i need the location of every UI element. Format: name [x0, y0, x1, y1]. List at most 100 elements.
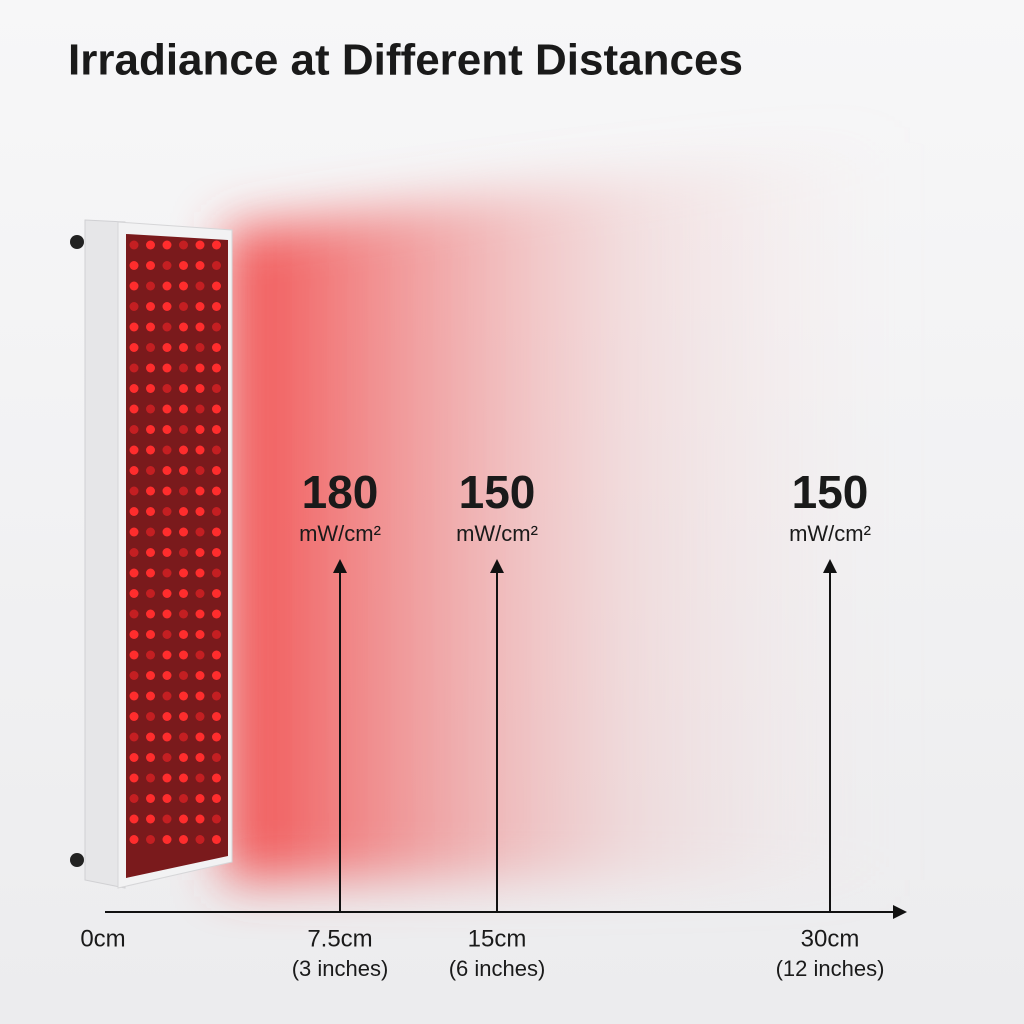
- led: [195, 589, 205, 598]
- led: [162, 425, 172, 434]
- led: [212, 835, 221, 844]
- led: [212, 322, 221, 332]
- led: [146, 302, 155, 311]
- irradiance-value: 150: [459, 466, 536, 518]
- led: [162, 466, 172, 475]
- led: [179, 322, 188, 332]
- led: [195, 732, 205, 742]
- measurements: 180 mW/cm² 7.5cm (3 inches) 150 mW/cm² 15cm (6 …: [292, 466, 885, 981]
- led: [212, 240, 221, 250]
- led: [179, 384, 188, 393]
- led: [162, 589, 172, 598]
- led: [179, 548, 188, 557]
- led: [195, 630, 205, 639]
- led: [195, 527, 205, 537]
- led: [146, 732, 155, 742]
- led: [129, 630, 139, 639]
- light-glow: [225, 140, 900, 880]
- led: [179, 732, 188, 742]
- irradiance-unit: mW/cm²: [299, 521, 381, 546]
- led: [129, 548, 139, 557]
- led: [195, 548, 205, 557]
- led: [195, 466, 205, 475]
- led: [146, 425, 155, 434]
- led: [162, 322, 172, 332]
- led: [146, 507, 155, 516]
- led: [146, 650, 155, 660]
- led: [129, 794, 139, 803]
- led: [129, 486, 139, 496]
- distance-label: 15cm: [468, 925, 527, 952]
- led: [179, 691, 188, 701]
- led: [162, 753, 172, 762]
- led: [162, 404, 172, 414]
- led: [179, 363, 188, 373]
- led: [212, 527, 221, 537]
- led: [195, 507, 205, 516]
- led: [146, 712, 155, 721]
- led: [146, 486, 155, 496]
- led: [179, 609, 188, 619]
- led: [195, 835, 205, 844]
- led: [162, 384, 172, 393]
- led: [179, 527, 188, 537]
- led: [146, 384, 155, 393]
- led: [162, 343, 172, 352]
- led: [162, 527, 172, 537]
- led: [212, 486, 221, 496]
- led: [162, 691, 172, 701]
- led: [129, 814, 139, 824]
- irradiance-unit: mW/cm²: [789, 521, 871, 546]
- led: [162, 630, 172, 639]
- distance-label: 7.5cm: [307, 925, 372, 952]
- led: [146, 322, 155, 332]
- led: [195, 814, 205, 824]
- led: [162, 548, 172, 557]
- led: [146, 527, 155, 537]
- led: [195, 240, 205, 250]
- led: [129, 650, 139, 660]
- led: [146, 814, 155, 824]
- led: [129, 773, 139, 783]
- led: [162, 712, 172, 721]
- led: [179, 240, 188, 250]
- led: [129, 466, 139, 475]
- led: [179, 589, 188, 598]
- led: [146, 630, 155, 639]
- led: [146, 753, 155, 762]
- led: [162, 568, 172, 578]
- led: [146, 671, 155, 680]
- led: [212, 691, 221, 701]
- led: [162, 261, 172, 270]
- led: [212, 650, 221, 660]
- led: [195, 650, 205, 660]
- led: [146, 691, 155, 701]
- led: [179, 404, 188, 414]
- led: [146, 568, 155, 578]
- led: [129, 712, 139, 721]
- led: [212, 589, 221, 598]
- led: [195, 691, 205, 701]
- led: [162, 671, 172, 680]
- led: [162, 609, 172, 619]
- distance-inches: (6 inches): [449, 956, 546, 981]
- led: [195, 712, 205, 721]
- led: [179, 445, 188, 455]
- led: [179, 753, 188, 762]
- led: [129, 568, 139, 578]
- led: [195, 486, 205, 496]
- led: [162, 445, 172, 455]
- led: [195, 609, 205, 619]
- led: [146, 589, 155, 598]
- led: [195, 794, 205, 803]
- led: [146, 548, 155, 557]
- led: [212, 425, 221, 434]
- led: [212, 814, 221, 824]
- led: [129, 589, 139, 598]
- led: [162, 814, 172, 824]
- led: [162, 650, 172, 660]
- led: [212, 630, 221, 639]
- led: [212, 302, 221, 311]
- led: [212, 261, 221, 270]
